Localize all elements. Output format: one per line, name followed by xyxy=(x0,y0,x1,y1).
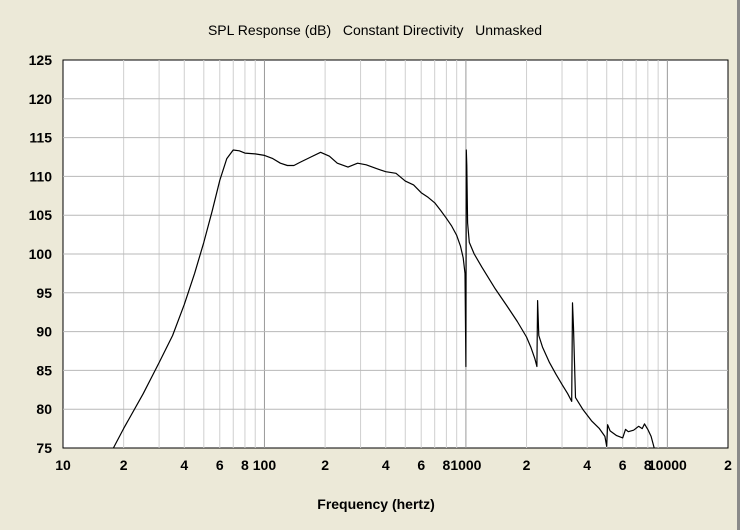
x-tick-label: 10 xyxy=(55,457,71,473)
x-tick-label: 4 xyxy=(180,457,188,473)
series-layer xyxy=(112,149,655,449)
x-axis-label: Frequency (hertz) xyxy=(317,496,434,512)
x-tick-label: 2 xyxy=(321,457,329,473)
window-border xyxy=(737,0,740,530)
y-tick-label: 105 xyxy=(29,207,53,223)
x-tick-label: 2 xyxy=(724,457,732,473)
chart-title: SPL Response (dB) Constant Directivity U… xyxy=(208,22,542,38)
y-tick-label: 115 xyxy=(29,130,52,146)
x-tick-label: 6 xyxy=(417,457,425,473)
x-tick-label: 6 xyxy=(619,457,627,473)
y-tick-label: 100 xyxy=(29,246,53,262)
spl-series-line xyxy=(112,149,655,449)
y-tick-label: 90 xyxy=(36,324,52,340)
x-tick-label: 8 xyxy=(442,457,450,473)
x-tick-label: 8 xyxy=(241,457,249,473)
y-tick-label: 120 xyxy=(29,91,53,107)
x-tick-label: 4 xyxy=(382,457,390,473)
x-tick-label: 4 xyxy=(583,457,591,473)
y-tick-label: 85 xyxy=(36,362,52,378)
x-tick-label: 2 xyxy=(523,457,531,473)
x-tick-label: 100 xyxy=(253,457,277,473)
y-tick-label: 80 xyxy=(36,401,52,417)
y-axis-tick-labels: 75 80 85 90 95 100 105 110 115 120 125 xyxy=(29,52,53,456)
y-tick-label: 95 xyxy=(36,285,52,301)
y-tick-label: 75 xyxy=(36,440,52,456)
x-tick-label: 10000 xyxy=(648,457,687,473)
x-tick-label: 1000 xyxy=(450,457,481,473)
x-tick-label: 8 xyxy=(644,457,652,473)
x-tick-label: 6 xyxy=(216,457,224,473)
y-tick-label: 110 xyxy=(29,168,52,184)
y-tick-label: 125 xyxy=(29,52,53,68)
x-tick-label: 2 xyxy=(120,457,128,473)
